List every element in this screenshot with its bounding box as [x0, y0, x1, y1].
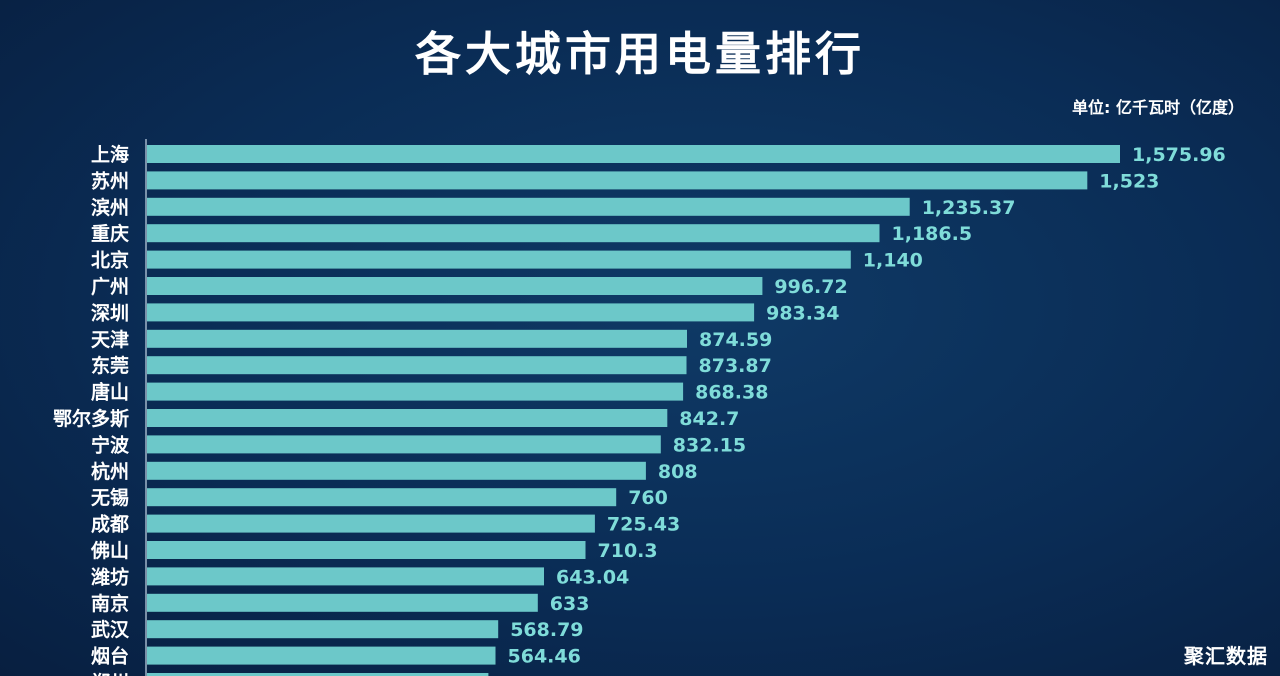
category-label-14: 成都 — [91, 513, 129, 536]
watermark-text: 聚汇数据 — [1184, 644, 1268, 668]
bar-6 — [147, 303, 755, 322]
bar-7 — [147, 329, 687, 348]
bar-18 — [147, 620, 499, 639]
bar-12 — [147, 461, 646, 480]
chart-title: 各大城市用电量排行 — [415, 27, 865, 81]
bar-16 — [147, 567, 544, 586]
bar-20 — [147, 673, 489, 676]
category-label-6: 深圳 — [91, 301, 129, 324]
bar-19 — [147, 646, 496, 665]
unit-note: 单位: 亿千瓦时（亿度） — [1072, 98, 1244, 117]
value-label-4: 1,140 — [863, 250, 923, 272]
value-label-16: 643.04 — [556, 566, 629, 588]
category-label-5: 广州 — [91, 275, 129, 298]
bar-11 — [147, 435, 661, 454]
category-label-0: 上海 — [91, 143, 129, 166]
value-label-2: 1,235.37 — [922, 197, 1016, 219]
category-label-7: 天津 — [91, 328, 129, 351]
bar-0 — [147, 145, 1120, 163]
value-label-14: 725.43 — [607, 514, 680, 536]
category-label-12: 杭州 — [91, 460, 129, 483]
category-label-13: 无锡 — [91, 486, 129, 509]
value-label-12: 808 — [658, 461, 698, 483]
bar-3 — [147, 224, 880, 243]
value-label-13: 760 — [628, 487, 668, 509]
category-label-11: 宁波 — [91, 433, 130, 456]
category-label-16: 潍坊 — [90, 565, 129, 588]
bar-1 — [147, 171, 1088, 190]
value-label-10: 842.7 — [679, 408, 739, 430]
category-label-3: 重庆 — [91, 222, 129, 245]
category-label-4: 北京 — [91, 249, 129, 272]
category-label-17: 南京 — [91, 592, 129, 615]
bar-2 — [147, 197, 910, 216]
bar-4 — [147, 250, 851, 269]
category-label-8: 东莞 — [91, 354, 129, 377]
value-label-11: 832.15 — [673, 434, 746, 456]
value-label-3: 1,186.5 — [892, 223, 973, 245]
bar-5 — [147, 277, 763, 295]
bar-9 — [147, 382, 684, 401]
category-label-19: 烟台 — [91, 645, 129, 668]
value-label-0: 1,575.96 — [1132, 144, 1226, 166]
value-label-1: 1,523 — [1099, 170, 1159, 192]
value-label-7: 874.59 — [699, 329, 772, 351]
bar-10 — [147, 409, 668, 427]
value-label-5: 996.72 — [774, 276, 847, 298]
bar-17 — [147, 593, 538, 612]
value-label-19: 564.46 — [508, 646, 581, 668]
bar-8 — [147, 356, 687, 375]
value-label-15: 710.3 — [598, 540, 658, 562]
value-label-9: 868.38 — [695, 382, 768, 404]
category-label-9: 唐山 — [91, 381, 129, 404]
value-label-6: 983.34 — [766, 302, 839, 324]
category-label-1: 苏州 — [91, 169, 129, 192]
value-label-17: 633 — [550, 593, 590, 615]
value-label-18: 568.79 — [510, 619, 583, 641]
value-label-8: 873.87 — [699, 355, 772, 377]
category-label-10: 鄂尔多斯 — [53, 407, 129, 430]
category-label-15: 佛山 — [90, 539, 129, 562]
category-label-18: 武汉 — [91, 619, 130, 641]
bar-14 — [147, 514, 595, 533]
bar-15 — [147, 541, 586, 559]
category-label-20: 郑州 — [91, 672, 129, 676]
category-label-2: 滨州 — [91, 196, 129, 219]
bar-13 — [147, 488, 617, 507]
